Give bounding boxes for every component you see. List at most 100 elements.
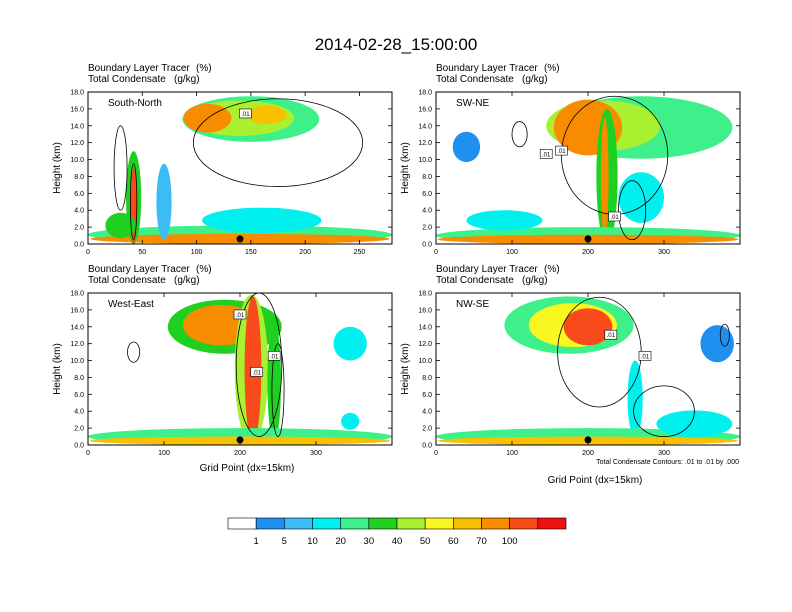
condensate-contour <box>271 343 285 437</box>
y-tick-label: 8.0 <box>422 375 432 382</box>
colorbar-swatch <box>255 517 285 530</box>
x-tick-label: 100 <box>158 450 170 457</box>
colorbar-swatch <box>537 517 567 530</box>
y-tick-label: 2.0 <box>422 426 432 433</box>
y-tick-label: 0.0 <box>74 443 84 450</box>
tracer-shade <box>618 172 664 223</box>
region-label: South-North <box>108 98 162 109</box>
x-tick-label: 150 <box>245 249 257 256</box>
y-tick-label: 6.0 <box>422 191 432 198</box>
y-tick-label: 12.0 <box>70 140 84 147</box>
location-marker <box>236 436 244 444</box>
panel-swne: Boundary Layer Tracer (%) Total Condensate… <box>400 63 741 256</box>
svg-text:.01: .01 <box>607 333 616 339</box>
field-label: Boundary Layer Tracer <box>88 63 190 74</box>
y-tick-label: 18.0 <box>70 90 84 97</box>
contour-value-label: .01 <box>555 145 568 156</box>
colorbar-tick-label: 20 <box>335 536 346 547</box>
colorbar-tick-label: 100 <box>502 536 518 547</box>
y-axis-label: Height (km) <box>52 343 63 395</box>
svg-text:.01: .01 <box>236 313 245 319</box>
y-tick-label: 12.0 <box>418 140 432 147</box>
y-axis-label: Height (km) <box>400 142 411 194</box>
x-tick-label: 0 <box>86 450 90 457</box>
y-tick-label: 6.0 <box>422 392 432 399</box>
y-tick-label: 14.0 <box>418 324 432 331</box>
tracer-shade <box>700 325 734 363</box>
y-axis-label: Height (km) <box>400 343 411 395</box>
tracer-shade <box>563 308 613 346</box>
x-tick-label: 200 <box>582 450 594 457</box>
contour-units: (g/kg) <box>174 275 200 286</box>
y-tick-label: 4.0 <box>74 208 84 215</box>
region-label: NW-SE <box>456 299 489 310</box>
x-tick-label: 300 <box>658 450 670 457</box>
contour-value-label: .01 <box>604 329 618 340</box>
contour-units: (g/kg) <box>522 275 548 286</box>
y-tick-label: 6.0 <box>74 191 84 198</box>
y-tick-label: 0.0 <box>422 443 432 450</box>
condensate-contour <box>113 125 128 211</box>
condensate-contour <box>719 323 730 347</box>
y-tick-label: 14.0 <box>70 324 84 331</box>
panel-sn: Boundary Layer Tracer (%) Total Condensate… <box>52 63 393 256</box>
contour-value-label: .01 <box>638 351 652 361</box>
y-tick-label: 8.0 <box>74 174 84 181</box>
contour-label: Total Condensate <box>436 275 514 286</box>
colorbar-tick-label: 70 <box>476 536 487 547</box>
contour-label: Total Condensate <box>88 275 166 286</box>
contour-value-label: .01 <box>267 351 281 361</box>
figure-title: 2014-02-28_15:00:00 <box>315 35 478 54</box>
y-tick-label: 0.0 <box>422 242 432 249</box>
tracer-shade <box>466 210 543 231</box>
x-axis-label: Grid Point (dx=15km) <box>200 463 295 474</box>
field-label: Boundary Layer Tracer <box>436 264 538 275</box>
contour-label: Total Condensate <box>88 74 166 85</box>
location-marker <box>584 235 592 243</box>
y-tick-label: 12.0 <box>418 341 432 348</box>
tracer-shade <box>156 163 172 240</box>
field-label: Boundary Layer Tracer <box>436 63 538 74</box>
y-tick-label: 16.0 <box>70 307 84 314</box>
condensate-contour <box>127 341 141 363</box>
region-label: West-East <box>108 299 154 310</box>
y-tick-label: 10.0 <box>418 358 432 365</box>
field-label: Boundary Layer Tracer <box>88 264 190 275</box>
field-units: (%) <box>196 264 212 275</box>
plot-frame <box>87 91 393 245</box>
tracer-shade <box>627 360 643 437</box>
contour-value-label: .01 <box>608 211 621 222</box>
colorbar-swatch <box>424 517 454 530</box>
contour-label: Total Condensate <box>436 74 514 85</box>
y-tick-label: 18.0 <box>70 291 84 298</box>
x-tick-label: 100 <box>506 249 518 256</box>
tracer-field <box>436 293 740 445</box>
y-tick-label: 2.0 <box>74 426 84 433</box>
condensate-contour <box>511 121 528 148</box>
colorbar-swatch <box>396 517 426 530</box>
panel-we: Boundary Layer Tracer (%) Total Condensate… <box>52 264 393 474</box>
condensate-contour <box>235 293 283 437</box>
panels: Boundary Layer Tracer (%) Total Condensate… <box>52 63 741 486</box>
contour-units: (g/kg) <box>522 74 548 85</box>
y-tick-label: 8.0 <box>74 375 84 382</box>
tracer-shade <box>105 212 136 239</box>
y-tick-label: 10.0 <box>70 358 84 365</box>
svg-text:.01: .01 <box>270 354 279 360</box>
y-tick-label: 2.0 <box>422 225 432 232</box>
tracer-shade <box>452 131 481 163</box>
colorbar-swatch <box>509 517 539 530</box>
colorbar-swatch <box>481 517 510 530</box>
y-tick-label: 8.0 <box>422 174 432 181</box>
colorbar-swatch <box>340 517 370 530</box>
field-units: (%) <box>196 63 212 74</box>
x-tick-label: 0 <box>434 450 438 457</box>
svg-text:.01: .01 <box>610 215 619 221</box>
colorbar-tick-label: 50 <box>420 536 431 547</box>
y-tick-label: 16.0 <box>70 106 84 113</box>
tracer-shade <box>202 207 322 234</box>
y-tick-label: 16.0 <box>418 106 432 113</box>
location-marker <box>236 235 244 243</box>
condensate-contour <box>633 385 695 437</box>
y-tick-label: 6.0 <box>74 392 84 399</box>
